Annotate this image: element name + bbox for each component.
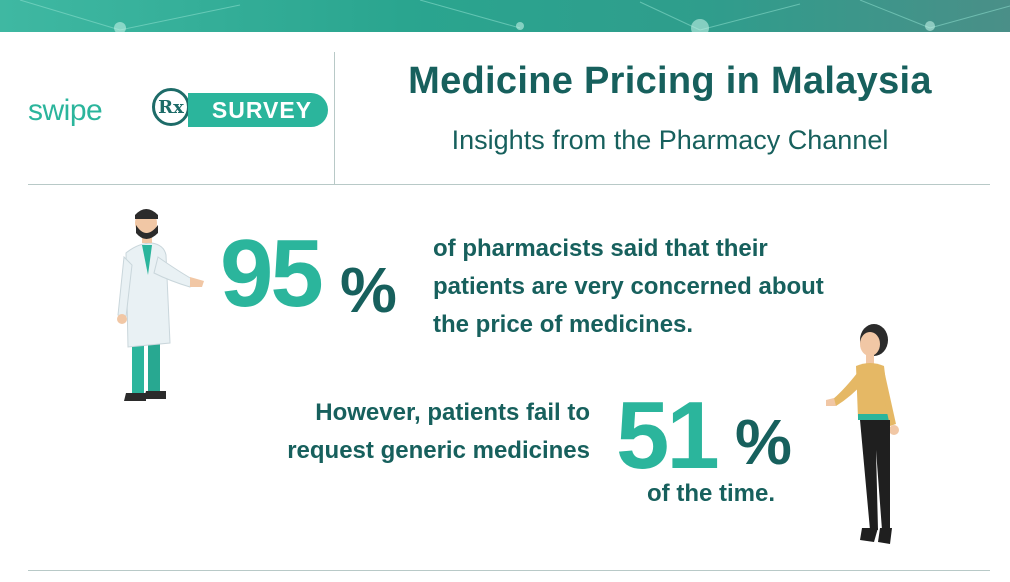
stat-95-percent-sign: % <box>340 254 397 326</box>
patient-figure-icon <box>826 324 899 544</box>
stat-51-trail-text: of the time. <box>647 480 776 507</box>
page-title: Medicine Pricing in Malaysia <box>408 60 932 102</box>
network-pattern-icon <box>19 0 1010 32</box>
logo-swipe-text: swipe <box>28 94 103 127</box>
stat-51-value: 51 <box>616 382 720 489</box>
footer-divider <box>28 570 990 571</box>
swiperx-survey-logo: swipe Rx SURVEY <box>28 88 328 132</box>
logo-rx-badge: Rx <box>152 88 190 126</box>
stat-95-description: of pharmacists said that their patients … <box>433 235 824 338</box>
stat-51-lead-text: However, patients fail to request generi… <box>287 399 590 464</box>
stat-95-value: 95 <box>220 220 324 327</box>
pharmacist-figure-icon <box>117 209 204 401</box>
page-subtitle: Insights from the Pharmacy Channel <box>451 125 889 155</box>
stat-51-percent-sign: % <box>735 406 792 478</box>
header-vertical-divider <box>334 52 335 184</box>
logo-survey-pill: SURVEY <box>188 93 328 127</box>
top-banner <box>0 0 1010 32</box>
header-divider <box>28 184 990 185</box>
